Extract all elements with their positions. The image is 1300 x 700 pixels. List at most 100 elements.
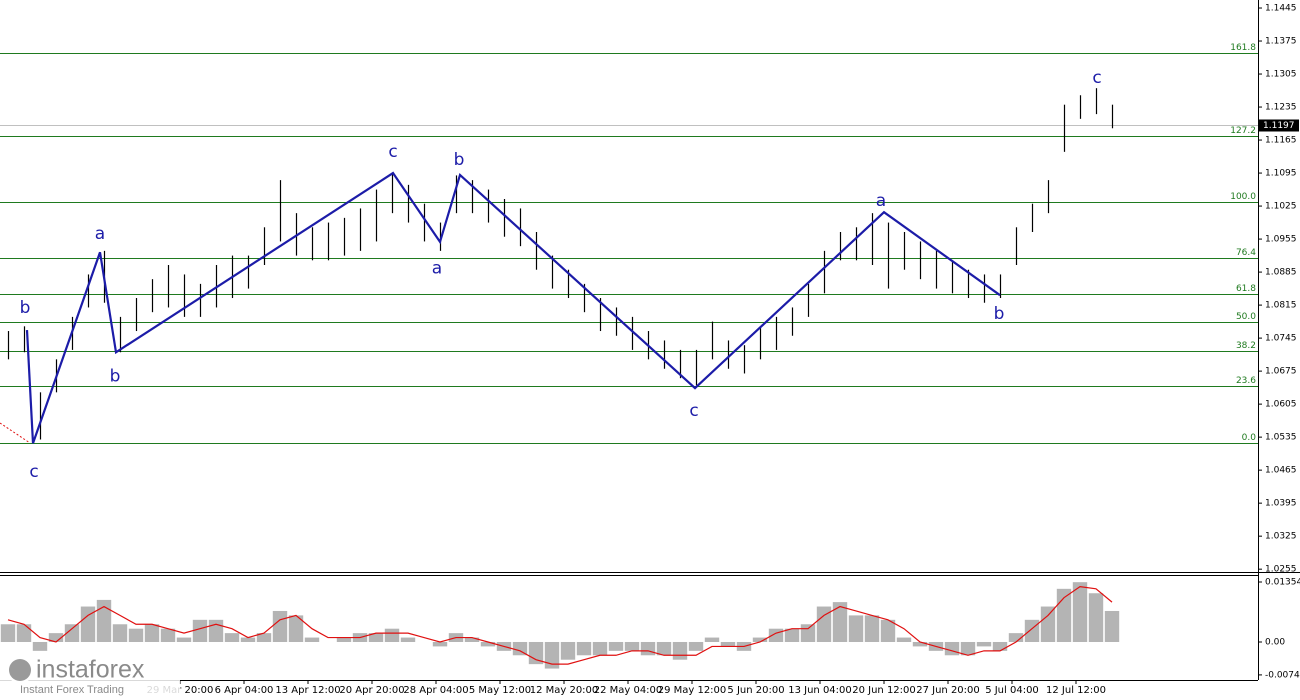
histogram-bar bbox=[112, 624, 128, 642]
y-tick-label: 1.0395 bbox=[1265, 499, 1297, 509]
histogram-bar bbox=[912, 641, 928, 647]
histogram-bar bbox=[176, 637, 192, 642]
histogram-bar bbox=[688, 641, 704, 651]
y-tick-label: 1.1305 bbox=[1265, 70, 1297, 80]
wave-label: b bbox=[994, 304, 1005, 324]
y-tick-label: 1.0325 bbox=[1265, 532, 1297, 542]
y-tick-label: 1.1095 bbox=[1265, 169, 1297, 179]
x-tick-label: 27 Jun 20:00 bbox=[916, 685, 980, 696]
histogram-bar bbox=[32, 641, 48, 651]
histogram-bar bbox=[432, 641, 448, 647]
wave-label: a bbox=[432, 258, 442, 278]
histogram-bar bbox=[192, 619, 208, 642]
histogram-bar bbox=[672, 641, 688, 660]
y-tick-label: 0.01354 bbox=[1265, 578, 1300, 588]
x-tick-label: 5 Jun 20:00 bbox=[727, 685, 784, 696]
histogram-bar bbox=[288, 615, 304, 642]
histogram-bar bbox=[816, 606, 832, 642]
histogram-bar bbox=[256, 633, 272, 642]
x-tick-label: 28 Apr 04:00 bbox=[403, 685, 468, 696]
histogram-bar bbox=[640, 641, 656, 656]
histogram-bar bbox=[80, 606, 96, 642]
histogram-bar bbox=[976, 641, 992, 647]
fib-label: 161.8 bbox=[1230, 43, 1256, 53]
wave-label: b bbox=[20, 298, 31, 318]
fib-label: 127.2 bbox=[1230, 126, 1256, 136]
histogram-bar bbox=[1008, 633, 1024, 642]
y-tick-label: 0.00 bbox=[1265, 637, 1285, 647]
logo bbox=[9, 659, 31, 681]
wave-label: c bbox=[689, 401, 698, 421]
histogram-bar bbox=[272, 610, 288, 642]
y-tick-label: 1.1025 bbox=[1265, 202, 1297, 212]
histogram-bar bbox=[1024, 619, 1040, 642]
watermark-brand: instaforex bbox=[36, 656, 145, 684]
x-tick-label: 6 Apr 04:00 bbox=[215, 685, 274, 696]
x-tick-label: 20 Apr 20:00 bbox=[339, 685, 404, 696]
y-tick-label: 1.0535 bbox=[1265, 433, 1297, 443]
y-tick-label: 1.1165 bbox=[1265, 136, 1297, 146]
wave-label: a bbox=[95, 224, 105, 244]
histogram-bar bbox=[1040, 606, 1056, 642]
fib-label: 23.6 bbox=[1236, 376, 1256, 386]
histogram-bar bbox=[864, 615, 880, 642]
x-tick-label: 13 Apr 12:00 bbox=[275, 685, 340, 696]
histogram-bar bbox=[656, 641, 672, 656]
current-price-box bbox=[1259, 119, 1299, 132]
y-tick-label: 1.0255 bbox=[1265, 565, 1297, 575]
x-tick-label: 22 May 04:00 bbox=[594, 685, 663, 696]
histogram-bar bbox=[96, 599, 112, 642]
y-tick-label: 1.1445 bbox=[1265, 4, 1297, 14]
wave-label: b bbox=[454, 150, 465, 170]
histogram-bar bbox=[544, 641, 560, 669]
histogram-bar bbox=[128, 628, 144, 642]
oscillator-panel: 0.01354 0.00 -0.00743 bbox=[0, 578, 1300, 680]
histogram-bar bbox=[1104, 610, 1120, 642]
histogram-bar bbox=[400, 637, 416, 642]
wave-line bbox=[25, 171, 1001, 444]
signal-line bbox=[7, 585, 1113, 665]
histogram-bar bbox=[800, 624, 816, 642]
histogram-bar bbox=[608, 641, 624, 651]
histogram-bar bbox=[512, 641, 528, 656]
histogram-bar bbox=[784, 628, 800, 642]
y-tick-label: 1.1235 bbox=[1265, 103, 1297, 113]
histogram-bar bbox=[720, 641, 736, 647]
histogram-bar bbox=[1072, 582, 1088, 642]
y-tick-label: 1.1375 bbox=[1265, 37, 1297, 47]
y-tick-label: 1.0605 bbox=[1265, 400, 1297, 410]
wave-label: c bbox=[29, 462, 38, 482]
fib-label: 61.8 bbox=[1236, 284, 1256, 294]
histogram-bar bbox=[64, 624, 80, 642]
histogram-bar bbox=[960, 641, 976, 656]
x-tick-label: 12 May 20:00 bbox=[530, 685, 599, 696]
y-tick-label: 1.0955 bbox=[1265, 235, 1297, 245]
histogram-bar bbox=[384, 628, 400, 642]
y-tick-label: 1.0675 bbox=[1265, 367, 1297, 377]
histogram-bar bbox=[704, 637, 720, 642]
histogram-bar bbox=[848, 615, 864, 642]
histogram-bar bbox=[944, 641, 960, 656]
histogram-bar bbox=[1056, 588, 1072, 642]
watermark-tagline: Instant Forex Trading bbox=[20, 684, 124, 696]
x-tick-label: 5 Jul 04:00 bbox=[985, 685, 1039, 696]
histogram-bar bbox=[752, 637, 768, 642]
histogram-bar bbox=[560, 641, 576, 660]
fib-label: 50.0 bbox=[1236, 312, 1256, 322]
histogram-bar bbox=[240, 637, 256, 642]
histogram-bar bbox=[368, 633, 384, 642]
histogram-bar bbox=[208, 619, 224, 642]
wave-label: a bbox=[876, 191, 886, 211]
x-tick-label: 12 Jul 12:00 bbox=[1046, 685, 1106, 696]
histogram-bar bbox=[336, 637, 352, 642]
fib-label: 76.4 bbox=[1236, 248, 1256, 258]
histogram-bar bbox=[480, 641, 496, 647]
histogram-bar bbox=[16, 624, 32, 642]
watermark: instaforex Instant Forex Trading bbox=[0, 652, 180, 700]
current-price-label: 1.1197 bbox=[1263, 121, 1295, 131]
histogram-bar bbox=[880, 619, 896, 642]
histogram-bar bbox=[160, 628, 176, 642]
wave-label: c bbox=[388, 142, 397, 162]
